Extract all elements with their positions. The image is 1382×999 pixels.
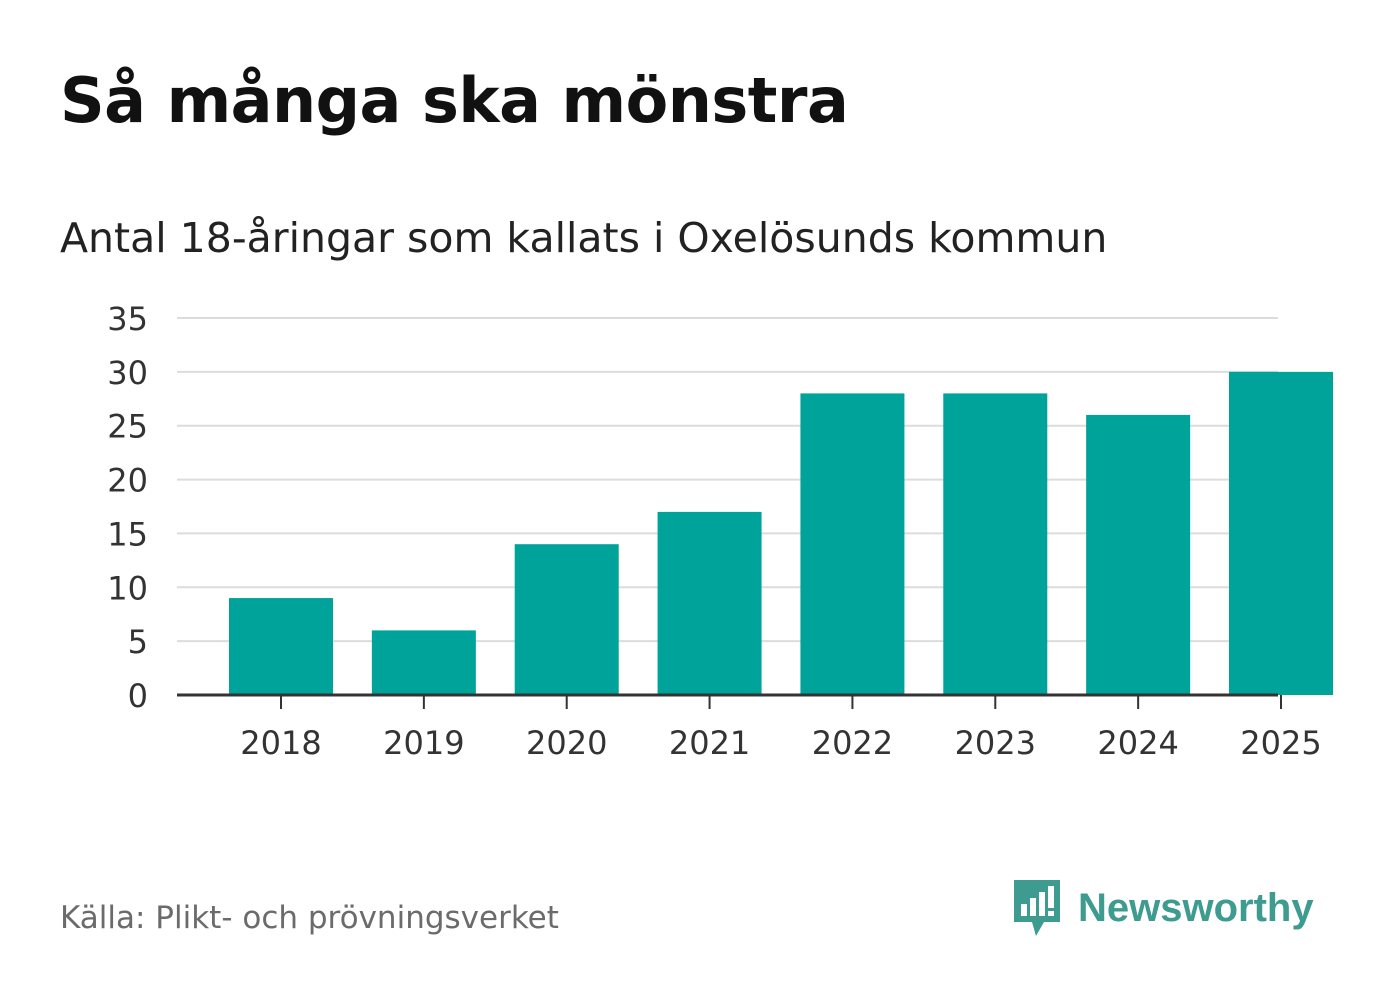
source-note: Källa: Plikt- och prövningsverket xyxy=(60,900,559,936)
x-tick-label: 2023 xyxy=(955,724,1036,762)
x-tick-label: 2019 xyxy=(383,724,464,762)
bar-2021 xyxy=(657,511,762,695)
bar-2022 xyxy=(800,393,905,695)
bar-2024 xyxy=(1086,414,1191,695)
y-tick-label: 0 xyxy=(128,677,148,715)
x-tick-label: 2025 xyxy=(1240,724,1321,762)
chart-subtitle: Antal 18-åringar som kallats i Oxelösund… xyxy=(60,214,1108,262)
bar-2018 xyxy=(229,598,333,695)
x-tick-label: 2022 xyxy=(812,724,893,762)
bar-2025 xyxy=(1229,371,1333,695)
newsworthy-logo-icon xyxy=(1014,880,1060,936)
bar-2019 xyxy=(371,630,476,695)
brand-logo: Newsworthy xyxy=(1010,876,1314,940)
y-tick-label: 30 xyxy=(107,354,148,392)
y-tick-label: 5 xyxy=(128,623,148,661)
brand-name: Newsworthy xyxy=(1078,885,1314,930)
y-tick-label: 25 xyxy=(107,408,148,446)
y-tick-label: 35 xyxy=(107,300,148,338)
x-tick-label: 2020 xyxy=(526,724,607,762)
x-tick-label: 2018 xyxy=(240,724,321,762)
y-tick-label: 10 xyxy=(107,569,148,607)
bar-2020 xyxy=(514,544,619,695)
bar-2023 xyxy=(943,393,1048,695)
x-tick-label: 2021 xyxy=(669,724,750,762)
y-tick-label: 15 xyxy=(107,515,148,553)
x-tick-label: 2024 xyxy=(1097,724,1178,762)
y-tick-label: 20 xyxy=(107,462,148,500)
chart-title: Så många ska mönstra xyxy=(60,64,849,137)
